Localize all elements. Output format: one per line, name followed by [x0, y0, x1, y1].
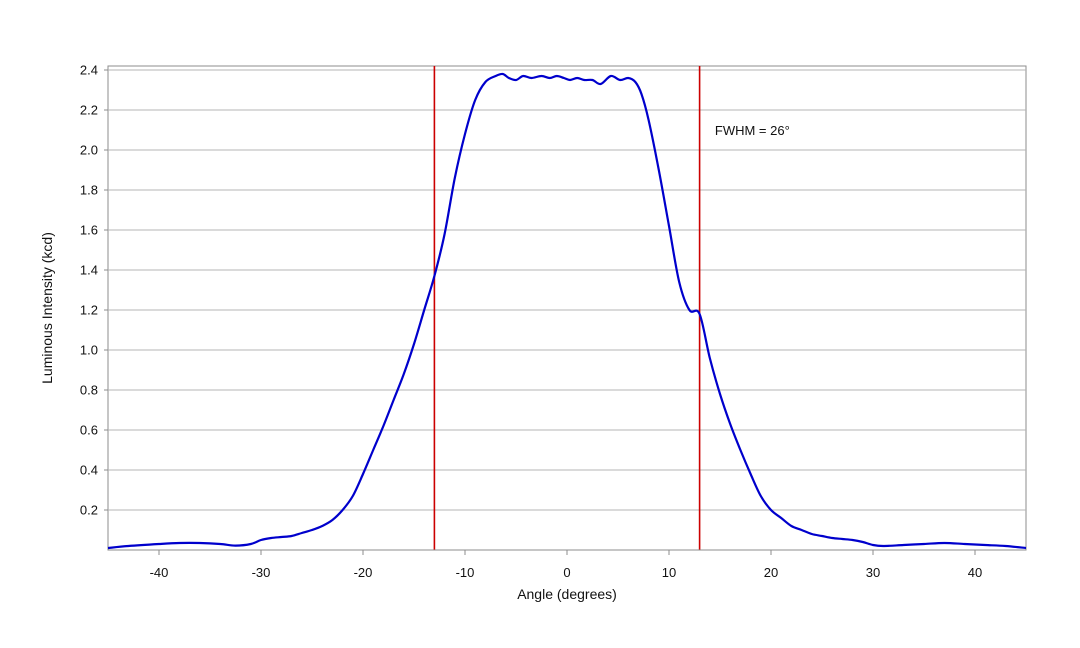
x-tick-label: -40: [150, 565, 169, 580]
gridlines: [108, 69, 1026, 511]
y-tick-label: 1.8: [80, 183, 98, 198]
tick-labels: 0.2 0.4 0.6 0.8 1.0 1.2 1.4 1.6 1.8 2.0 2.2 2.4 -40 -…: [80, 63, 982, 581]
y-tick-label: 2.2: [80, 103, 98, 118]
x-tick-label: -10: [456, 565, 475, 580]
x-tick-label: 20: [764, 565, 778, 580]
x-tick-label: -20: [354, 565, 373, 580]
fwhm-annotation: FWHM = 26°: [715, 123, 790, 138]
y-tick-label: 1.2: [80, 303, 98, 318]
x-tick-label: 40: [968, 565, 982, 580]
y-tick-label: 0.6: [80, 423, 98, 438]
x-tick-label: -30: [252, 565, 271, 580]
y-tick-label: 1.4: [80, 263, 98, 278]
fwhm-reference-lines: [433, 66, 701, 550]
y-axis-label: Luminous Intensity (kcd): [39, 232, 55, 384]
plot-area: [107, 65, 1027, 551]
y-tick-label: 1.0: [80, 343, 98, 358]
axes: [104, 69, 1026, 555]
x-tick-label: 0: [563, 565, 570, 580]
series-layer: [107, 72, 1027, 550]
y-tick-label: 1.6: [80, 223, 98, 238]
y-tick-label: 0.8: [80, 383, 98, 398]
x-tick-label: 30: [866, 565, 880, 580]
intensity-series-line: [107, 72, 1027, 550]
y-tick-label: 2.4: [80, 63, 98, 78]
y-tick-label: 2.0: [80, 143, 98, 158]
x-axis-label: Angle (degrees): [517, 586, 617, 602]
y-tick-label: 0.2: [80, 503, 98, 518]
y-tick-label: 0.4: [80, 463, 98, 478]
x-tick-label: 10: [662, 565, 676, 580]
